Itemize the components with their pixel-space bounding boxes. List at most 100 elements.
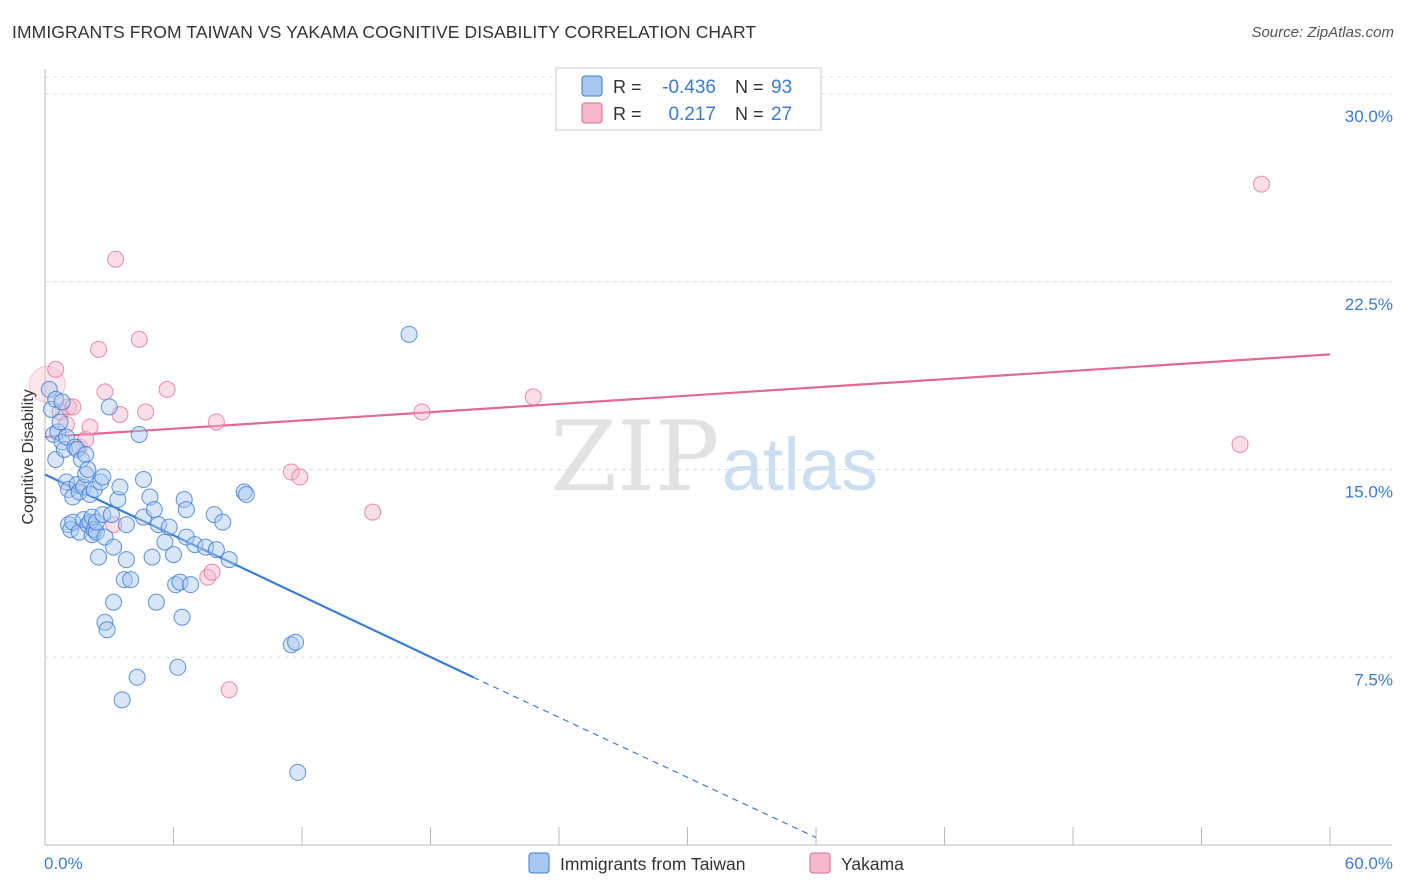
legend-swatch-taiwan [581, 75, 603, 97]
legend-r-value: 0.217 [668, 104, 716, 125]
data-point-taiwan [77, 445, 95, 463]
chart-title: IMMIGRANTS FROM TAIWAN VS YAKAMA COGNITI… [12, 22, 757, 42]
legend-n-value: 93 [771, 77, 792, 98]
data-point-taiwan [87, 523, 105, 541]
series-legend-swatch-yakama [809, 852, 831, 874]
data-point-taiwan [98, 621, 116, 639]
legend-r-value: -0.436 [662, 77, 716, 98]
data-point-taiwan [128, 668, 146, 686]
data-point-taiwan [186, 536, 204, 554]
data-point-yakama [1231, 435, 1249, 453]
legend-swatch-yakama [581, 102, 603, 124]
data-point-taiwan [51, 413, 69, 431]
data-point-taiwan [165, 546, 182, 564]
legend-n-label: N = [735, 104, 764, 124]
data-point-yakama [107, 250, 125, 268]
data-points [28, 175, 1270, 781]
series-legend-label-taiwan: Immigrants from Taiwan [560, 854, 745, 874]
data-point-taiwan [64, 513, 82, 531]
data-point-taiwan [145, 501, 163, 519]
data-point-yakama [1252, 175, 1270, 193]
series-legend-label-yakama: Yakama [841, 854, 904, 874]
data-point-taiwan [117, 516, 135, 534]
data-point-taiwan [150, 516, 168, 534]
data-point-taiwan [237, 486, 255, 504]
data-point-taiwan [173, 608, 191, 626]
x-tick-label-min: 0.0% [44, 854, 83, 873]
data-point-yakama [203, 563, 221, 581]
data-point-yakama [47, 360, 65, 378]
legend-r-label: R = [613, 77, 642, 97]
data-point-yakama [524, 388, 542, 406]
data-point-taiwan [135, 471, 153, 489]
watermark-zip: ZIP [550, 401, 719, 513]
data-point-yakama [413, 403, 431, 421]
data-point-taiwan [105, 593, 123, 611]
y-tick-label: 22.5% [1345, 295, 1393, 314]
data-point-yakama [291, 468, 309, 486]
data-point-taiwan [287, 633, 305, 651]
series-legend-swatch-taiwan [528, 852, 550, 874]
data-point-taiwan [115, 571, 133, 589]
data-point-yakama [81, 418, 99, 436]
data-point-yakama [130, 330, 148, 348]
data-point-taiwan [143, 548, 161, 566]
data-point-taiwan [122, 571, 140, 589]
data-point-taiwan [105, 538, 123, 556]
trend-line-yakama [44, 353, 1331, 439]
data-point-taiwan [147, 593, 165, 611]
data-point-taiwan [94, 506, 112, 524]
data-point-taiwan [94, 468, 112, 486]
legend-r-label: R = [613, 104, 642, 124]
x-tick-label-max: 60.0% [1345, 854, 1393, 873]
y-tick-label: 7.5% [1354, 670, 1393, 689]
data-point-taiwan [175, 491, 193, 509]
data-point-taiwan [102, 506, 120, 524]
series-legend: Immigrants from Taiwan Yakama [528, 852, 904, 874]
data-point-taiwan [235, 483, 253, 501]
watermark-atlas: atlas [722, 423, 878, 506]
trend-line-taiwan [44, 473, 474, 679]
data-point-yakama [90, 340, 108, 358]
data-point-yakama [207, 413, 225, 431]
data-point-yakama [282, 463, 300, 481]
data-point-taiwan [171, 573, 189, 591]
data-point-yakama [364, 503, 382, 521]
data-point-taiwan [40, 380, 58, 398]
y-tick-label: 15.0% [1345, 483, 1393, 502]
data-point-yakama [137, 403, 155, 421]
data-point-taiwan [169, 658, 187, 676]
data-point-taiwan [113, 691, 131, 709]
data-point-taiwan [111, 478, 129, 496]
data-point-taiwan [79, 461, 97, 479]
data-point-taiwan [207, 541, 225, 559]
y-axis-label: Cognitive Disability [20, 389, 37, 524]
data-point-taiwan [90, 548, 108, 566]
data-point-taiwan [49, 423, 67, 441]
data-point-yakama [64, 398, 82, 416]
data-point-yakama [220, 681, 238, 699]
data-point-taiwan [55, 440, 73, 458]
data-point-taiwan [100, 398, 118, 416]
data-point-yakama [158, 380, 176, 398]
axes [44, 69, 1392, 846]
data-point-yakama [105, 516, 123, 534]
data-point-yakama [96, 383, 114, 401]
data-point-taiwan [182, 576, 200, 594]
legend-n-label: N = [735, 77, 764, 97]
y-tick-label: 30.0% [1345, 107, 1393, 126]
data-point-taiwan [130, 425, 148, 443]
data-point-taiwan [141, 488, 159, 506]
trend-line-taiwan-extrapolated [473, 676, 817, 839]
data-point-taiwan [177, 501, 195, 519]
data-point-taiwan [68, 440, 86, 458]
data-point-taiwan [160, 518, 178, 536]
data-point-taiwan [214, 513, 232, 531]
data-point-taiwan [117, 551, 135, 569]
data-point-taiwan [197, 538, 215, 556]
data-point-taiwan [289, 763, 307, 781]
data-point-taiwan [220, 551, 238, 569]
correlation-legend: R = -0.436 N = 93 R = 0.217 N = 27 [555, 67, 822, 131]
legend-n-value: 27 [771, 104, 792, 125]
